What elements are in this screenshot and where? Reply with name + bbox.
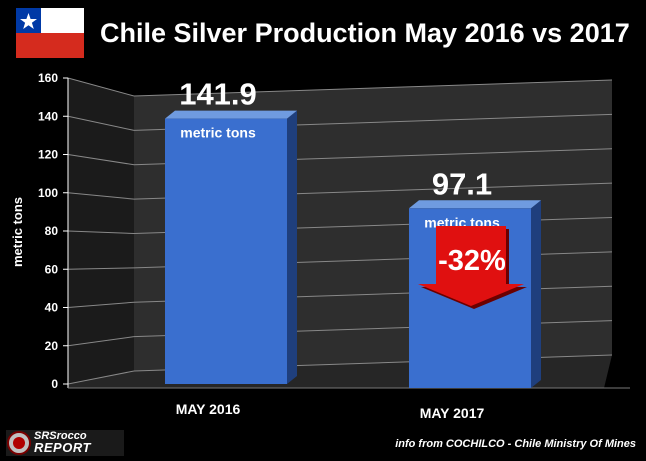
bar [165,118,287,385]
bar-side [287,110,297,385]
srsrocco-logo-icon [6,430,124,456]
y-tick-label: 20 [45,339,59,353]
y-tick-label: 60 [45,262,59,276]
grid-line-side [67,77,135,97]
source-note: info from COCHILCO - Chile Ministry Of M… [395,438,636,450]
bar-top [165,110,297,119]
category-label: MAY 2017 [420,405,485,421]
grid-line-side [67,336,135,347]
down-arrow-icon [418,226,524,306]
grid-line-side [67,267,135,270]
grid-line-side [67,370,135,385]
bar-side [531,200,541,388]
y-tick-label: 0 [51,377,58,391]
chart-title: Chile Silver Production May 2016 vs 2017 [100,18,630,48]
y-tick-label: 140 [38,109,58,123]
grid-line-side [67,115,135,131]
grid-line-side [67,192,135,200]
y-tick-label: 40 [45,301,59,315]
category-label: MAY 2016 [176,401,241,417]
y-tick-label: 160 [38,71,58,85]
grid-line-side [67,301,135,308]
y-axis-label: metric tons [10,197,25,267]
logo-text: SRSrocco REPORT [34,430,91,455]
bar-value-label: 97.1 [432,166,492,201]
logo-line-1: SRSrocco [34,430,87,442]
bar-top [409,200,541,209]
header: Chile Silver Production May 2016 vs 2017 [0,0,646,70]
y-tick-label: 120 [38,148,58,162]
bar-value-label: 141.9 [179,77,257,112]
y-tick-label: 100 [38,186,58,200]
grid-line-side [67,230,135,234]
grid-line [133,79,613,97]
y-tick-label: 80 [45,224,59,238]
change-percent-label: -32% [438,245,506,277]
bar-unit-label: metric tons [180,125,256,141]
logo-line-2: REPORT [34,440,91,455]
side-wall [68,78,134,384]
chile-flag-icon [16,8,84,58]
grid-line-side [67,154,135,166]
